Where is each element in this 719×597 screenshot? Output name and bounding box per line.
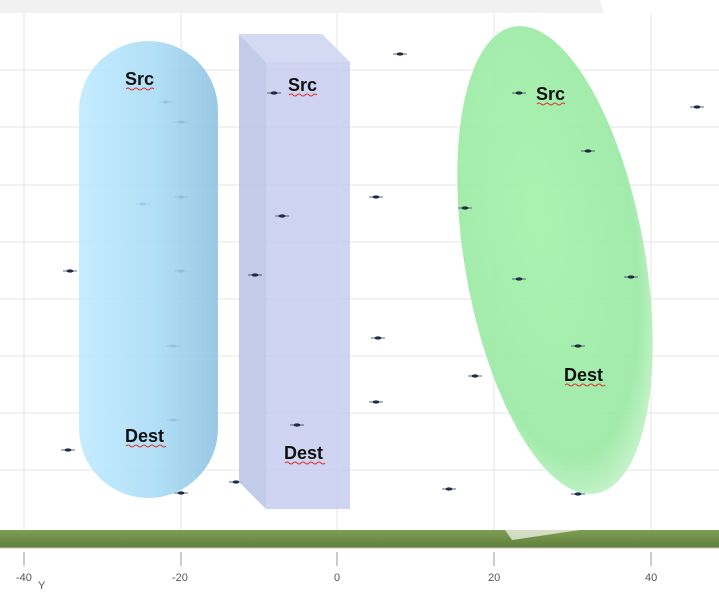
capsule-region: Src Dest <box>79 41 218 498</box>
point-marker <box>512 91 526 95</box>
capsule-dest-underline <box>125 444 167 448</box>
tick-label: 20 <box>488 572 500 584</box>
point-markers-front <box>248 91 638 496</box>
axis-label: Y <box>38 580 46 592</box>
point-marker <box>369 195 383 199</box>
tick-label: -20 <box>172 572 188 584</box>
ground-band <box>0 530 719 548</box>
capsule-shape <box>79 41 218 498</box>
point-marker <box>458 206 472 210</box>
point-marker <box>248 273 262 277</box>
tick-label: 40 <box>645 572 657 584</box>
ground-highlight <box>505 530 580 540</box>
point-marker <box>512 277 526 281</box>
box-side-face <box>239 34 266 509</box>
point-marker <box>690 105 704 109</box>
point-marker <box>174 491 188 495</box>
point-marker <box>275 214 289 218</box>
ellipse-src-label: Src <box>536 84 565 104</box>
point-marker <box>63 269 77 273</box>
box-dest-underline <box>284 461 326 465</box>
tick-label: -40 <box>16 572 32 584</box>
point-marker <box>267 91 281 95</box>
point-marker <box>442 487 456 491</box>
top-strip-fade <box>600 0 719 13</box>
capsule-src-underline <box>125 87 155 91</box>
box-src-label: Src <box>288 75 317 95</box>
point-marker <box>468 374 482 378</box>
ellipse-dest-underline <box>564 383 606 387</box>
tick-label: 0 <box>334 572 340 584</box>
ellipse-src-underline <box>536 102 566 106</box>
box-src-underline <box>288 93 318 97</box>
point-marker <box>571 344 585 348</box>
box-dest-label: Dest <box>284 443 323 463</box>
point-marker <box>61 448 75 452</box>
point-marker <box>571 492 585 496</box>
top-strip <box>0 0 719 13</box>
point-marker <box>371 336 385 340</box>
box-top-face <box>239 34 350 62</box>
point-marker <box>393 52 407 56</box>
point-marker <box>624 275 638 279</box>
point-marker <box>581 149 595 153</box>
ellipse-dest-label: Dest <box>564 365 603 385</box>
box-front-face <box>266 62 350 509</box>
box-region: Src Dest <box>239 34 350 509</box>
point-marker <box>290 423 304 427</box>
point-marker <box>369 400 383 404</box>
ellipse-region: Src Dest <box>457 26 653 494</box>
x-axis: -40 -20 0 20 40 Y <box>0 547 719 592</box>
capsule-dest-label: Dest <box>125 426 164 446</box>
ellipse-shape <box>457 26 653 494</box>
capsule-src-label: Src <box>125 69 154 89</box>
